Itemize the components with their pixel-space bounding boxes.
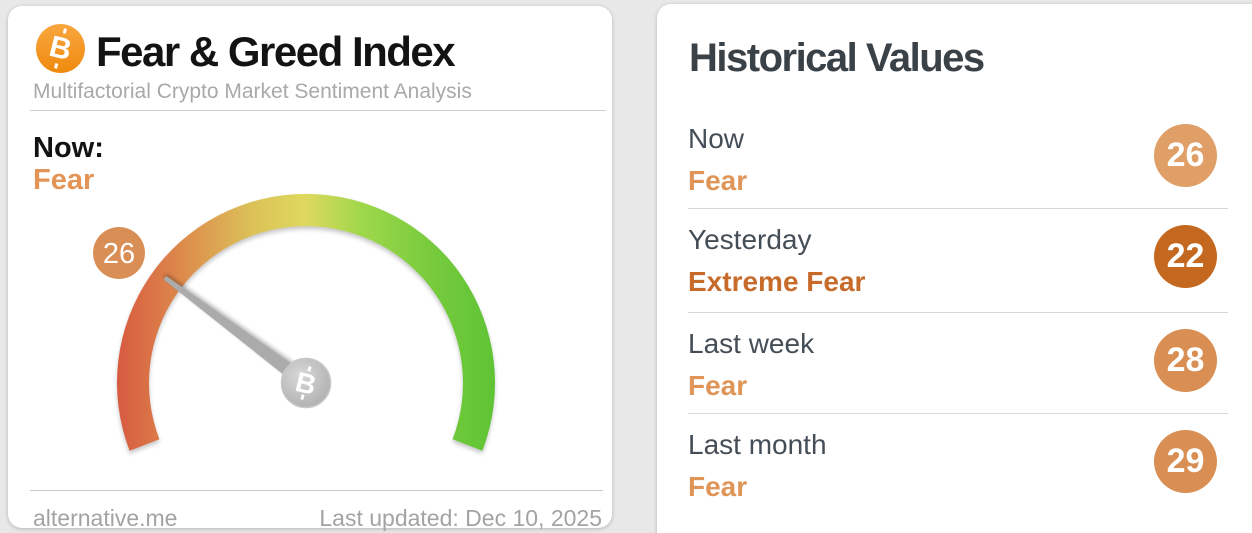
row-badge: 29 bbox=[1154, 430, 1217, 493]
row-period-label: Yesterday bbox=[688, 224, 812, 255]
historical-heading: Historical Values bbox=[689, 36, 985, 80]
row-classification: Fear bbox=[688, 471, 748, 502]
row-badge-value: 26 bbox=[1166, 136, 1205, 174]
row-period-label: Last week bbox=[688, 328, 815, 359]
now-classification: Fear bbox=[33, 164, 95, 196]
row-badge-value: 28 bbox=[1166, 341, 1205, 379]
history-row-last-month: Last month Fear 29 bbox=[688, 413, 1228, 503]
row-classification: Fear bbox=[688, 165, 748, 196]
gauge-arc bbox=[116, 193, 495, 451]
row-classification: Fear bbox=[688, 370, 748, 401]
gauge-value-badge: 26 bbox=[93, 227, 145, 279]
row-badge-value: 29 bbox=[1166, 442, 1205, 480]
row-badge: 22 bbox=[1154, 225, 1217, 288]
gauge-hub: B bbox=[280, 357, 332, 409]
history-row-yesterday: Yesterday Extreme Fear 22 bbox=[688, 208, 1228, 298]
historical-values-card: Historical Values Now Fear 26 Yesterday … bbox=[657, 4, 1252, 533]
row-period-label: Last month bbox=[688, 429, 827, 460]
header-divider bbox=[30, 110, 606, 111]
row-badge-value: 22 bbox=[1166, 237, 1205, 275]
row-classification: Extreme Fear bbox=[688, 266, 866, 297]
card-subtitle: Multifactorial Crypto Market Sentiment A… bbox=[33, 80, 472, 103]
now-label: Now: bbox=[33, 132, 104, 164]
row-badge: 28 bbox=[1154, 329, 1217, 392]
card-footer: alternative.me Last updated: Dec 10, 202… bbox=[33, 505, 602, 532]
history-row-now: Now Fear 26 bbox=[688, 108, 1228, 197]
card-title: Fear & Greed Index bbox=[96, 28, 456, 75]
fear-greed-card: B Fear & Greed Index Multifactorial Cryp… bbox=[8, 6, 612, 531]
row-badge: 26 bbox=[1154, 124, 1217, 187]
footer-divider bbox=[30, 490, 603, 491]
gauge-chart: B 26 bbox=[93, 193, 495, 451]
gauge-value-text: 26 bbox=[103, 238, 135, 270]
last-updated-text: Last updated: Dec 10, 2025 bbox=[319, 505, 602, 531]
row-period-label: Now bbox=[688, 123, 745, 154]
gauge-needle bbox=[163, 275, 311, 390]
history-row-last-week: Last week Fear 28 bbox=[688, 312, 1228, 402]
alternative-me-link[interactable]: alternative.me bbox=[33, 505, 178, 531]
bitcoin-icon: B bbox=[36, 24, 85, 73]
